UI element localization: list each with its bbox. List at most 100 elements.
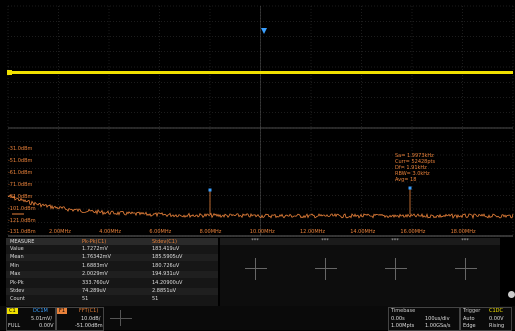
math-f1-badge: F1 xyxy=(57,308,68,314)
f1-title: FFT(C1) xyxy=(79,308,99,314)
measure-value-stdev: 51 xyxy=(152,296,159,303)
fft-y-label: -121.0dBm xyxy=(8,218,36,224)
fft-info-line: Df= 1.91kHz xyxy=(395,165,427,171)
fft-y-label: -61.0dBm xyxy=(8,170,33,176)
fft-y-label: -71.0dBm xyxy=(8,182,33,188)
measure-row-label: Stdev xyxy=(10,288,25,294)
measure-row-label: Mean xyxy=(10,254,24,261)
fft-x-label: 8.00MHz xyxy=(199,229,222,235)
measure-col-pkpk[interactable]: Pk-Pk(C1) xyxy=(82,239,107,245)
fft-x-label: 14.00MHz xyxy=(350,229,376,235)
measure-row-label: Max xyxy=(10,271,21,278)
measure-row: Min 1.6883mV 180.726uV xyxy=(6,263,218,270)
trigger-position-icon xyxy=(261,28,267,34)
measure-header: MEASURE Pk-Pk(C1) Stdev(C1) xyxy=(6,238,218,245)
measure-value-stdev: 185.5905uV xyxy=(152,254,183,261)
fft-x-label: 10.00MHz xyxy=(249,229,275,235)
measure-row: Value 1.7272mV 183.419uV xyxy=(6,246,218,253)
measure-value-pkpk: 1.76342mV xyxy=(82,254,111,261)
measure-value-pkpk: 333.760uV xyxy=(82,279,110,286)
trigger-type: Edge xyxy=(463,323,476,329)
fft-x-label: 6.00MHz xyxy=(149,229,172,235)
measure-value-pkpk: 51 xyxy=(82,296,89,303)
add-measure-icon[interactable] xyxy=(385,258,407,280)
fft-x-label: 2.00MHz xyxy=(49,229,71,235)
timebase-samplerate: 1.00GSa/s xyxy=(425,323,451,329)
fft-x-label: 18.00MHz xyxy=(450,229,476,235)
add-channel-icon[interactable] xyxy=(106,310,136,326)
f1-scale: 10.0dB/ xyxy=(81,316,101,322)
fft-info-line: RBW= 3.0kHz xyxy=(395,171,430,177)
trigger-mode: Auto xyxy=(463,316,475,322)
ch1-marker-icon xyxy=(7,70,12,75)
fft-info-line: Avg= 18 xyxy=(395,177,417,183)
measure-value-stdev: 2.8851uV xyxy=(152,288,177,294)
slot-header: *** xyxy=(360,238,430,245)
timebase-hdiv: 100us/div xyxy=(425,316,450,322)
add-measure-icon[interactable] xyxy=(315,258,337,280)
timebase-points: 1.00Mpts xyxy=(391,323,415,329)
measure-row: Mean 1.76342mV 185.5905uV xyxy=(6,254,218,262)
slot-header: *** xyxy=(290,238,360,245)
fft-y-label: -31.0dBm xyxy=(8,146,33,152)
peak-marker-icon xyxy=(208,188,212,192)
fft-x-label: 12.00MHz xyxy=(300,229,326,235)
measure-value-pkpk: 1.6883mV xyxy=(82,262,108,269)
trigger-slope: Rising xyxy=(489,323,505,329)
ch1-trace xyxy=(8,71,513,74)
add-measure-icon[interactable] xyxy=(245,258,267,280)
fft-y-label: -101.0dBm xyxy=(8,206,36,212)
measure-row: Stdev 74.289uV 2.8851uV xyxy=(6,288,218,295)
timebase-delay: 0.00s xyxy=(391,316,405,322)
trigger-channel: C1DC xyxy=(489,308,504,314)
measure-row: Max 2.0029mV 194.931uV xyxy=(6,271,218,279)
timebase-box[interactable]: Timebase 0.00s 100us/div 1.00Mpts 1.00GS… xyxy=(388,307,460,331)
measure-value-pkpk: 1.7272mV xyxy=(82,246,108,252)
c1-offset: 0.00V xyxy=(39,323,54,329)
measure-row-label: Value xyxy=(10,246,24,252)
add-measure-icon[interactable] xyxy=(455,258,477,280)
measure-value-pkpk: 74.289uV xyxy=(82,288,107,294)
measure-row-label: Min xyxy=(10,262,19,269)
measure-value-pkpk: 2.0029mV xyxy=(82,271,108,278)
fft-info: Sa= 1.9973kHz Curr= 52428pts Df= 1.91kHz RB… xyxy=(395,153,435,183)
fft-info-line: Sa= 1.9973kHz xyxy=(395,153,434,159)
measure-slot-2[interactable]: *** xyxy=(290,238,360,306)
measure-table: MEASURE Pk-Pk(C1) Stdev(C1) Value 1.7272m… xyxy=(6,238,218,306)
measure-value-stdev: 180.726uV xyxy=(152,262,180,269)
f1-offset: -51.00dBm xyxy=(75,323,103,329)
math-f1-box[interactable]: F1 FFT(C1) 10.0dB/ -51.00dBm xyxy=(56,307,104,331)
measure-title: MEASURE xyxy=(10,239,35,245)
measure-slot-4[interactable]: *** xyxy=(430,238,500,306)
fft-x-label: 4.00MHz xyxy=(99,229,122,235)
measure-row-label: Count xyxy=(10,296,25,303)
fft-info-line: Curr= 52428pts xyxy=(395,159,436,165)
measure-row: Pk-Pk 333.760uV 14.20900uV xyxy=(6,280,218,287)
fft-y-label: -81.0dBm xyxy=(8,194,33,200)
measure-slot-3[interactable]: *** xyxy=(360,238,430,306)
fft-trace xyxy=(7,194,514,220)
channel-c1-badge: C1 xyxy=(7,308,18,314)
measure-value-stdev: 183.419uV xyxy=(152,246,180,252)
status-bar: C1 DC1M 5.01mV/ FULL 0.00V F1 FFT(C1) 10… xyxy=(0,306,515,331)
peak-marker-icon xyxy=(408,186,412,190)
trigger-box[interactable]: Trigger C1DC Auto 0.00V Edge Rising xyxy=(460,307,512,331)
measure-value-stdev: 14.20900uV xyxy=(152,279,183,286)
c1-scale: 5.01mV/ xyxy=(31,316,53,322)
measure-value-stdev: 194.931uV xyxy=(152,271,180,278)
fft-x-label: 16.00MHz xyxy=(400,229,426,235)
measure-row: Count 51 51 xyxy=(6,296,218,303)
trigger-title: Trigger xyxy=(463,308,481,314)
c1-coupling: DC1M xyxy=(33,308,48,314)
slot-header: *** xyxy=(220,238,290,245)
fft-y-label: -131.0dBm xyxy=(8,229,36,235)
measure-col-stdev[interactable]: Stdev(C1) xyxy=(152,239,177,245)
measure-slot-1[interactable]: *** xyxy=(220,238,290,306)
channel-c1-box[interactable]: C1 DC1M 5.01mV/ FULL 0.00V xyxy=(6,307,56,331)
fft-y-label: -51.0dBm xyxy=(8,158,33,164)
measure-row-label: Pk-Pk xyxy=(10,279,24,286)
scroll-handle-icon[interactable] xyxy=(508,291,515,298)
timebase-title: Timebase xyxy=(391,308,416,314)
c1-mode: FULL xyxy=(8,323,21,329)
